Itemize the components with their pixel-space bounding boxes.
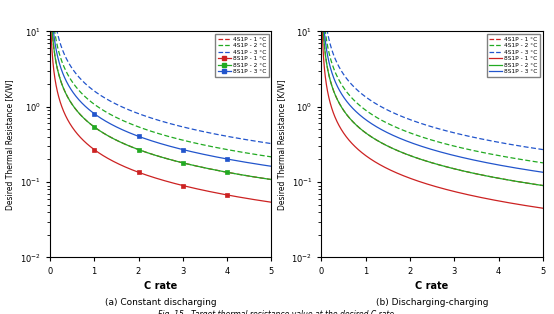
Text: Fig. 15.  Target thermal resistance value at the desired C rate.: Fig. 15. Target thermal resistance value… bbox=[158, 310, 396, 314]
Text: (a) Constant discharging: (a) Constant discharging bbox=[105, 298, 217, 306]
Legend: 4S1P - 1 °C, 4S1P - 2 °C, 4S1P - 3 °C, 8S1P - 1 °C, 8S1P - 2 °C, 8S1P - 3 °C: 4S1P - 1 °C, 4S1P - 2 °C, 4S1P - 3 °C, 8… bbox=[216, 34, 269, 77]
Y-axis label: Desired Thermal Resistance [K/W]: Desired Thermal Resistance [K/W] bbox=[277, 79, 286, 210]
Text: (b) Discharging-charging: (b) Discharging-charging bbox=[376, 298, 489, 306]
X-axis label: C rate: C rate bbox=[416, 281, 449, 291]
Legend: 4S1P - 1 °C, 4S1P - 2 °C, 4S1P - 3 °C, 8S1P - 1 °C, 8S1P - 2 °C, 8S1P - 3 °C: 4S1P - 1 °C, 4S1P - 2 °C, 4S1P - 3 °C, 8… bbox=[487, 34, 540, 77]
Y-axis label: Desired Thermal Resistance [K/W]: Desired Thermal Resistance [K/W] bbox=[6, 79, 14, 210]
X-axis label: C rate: C rate bbox=[144, 281, 177, 291]
